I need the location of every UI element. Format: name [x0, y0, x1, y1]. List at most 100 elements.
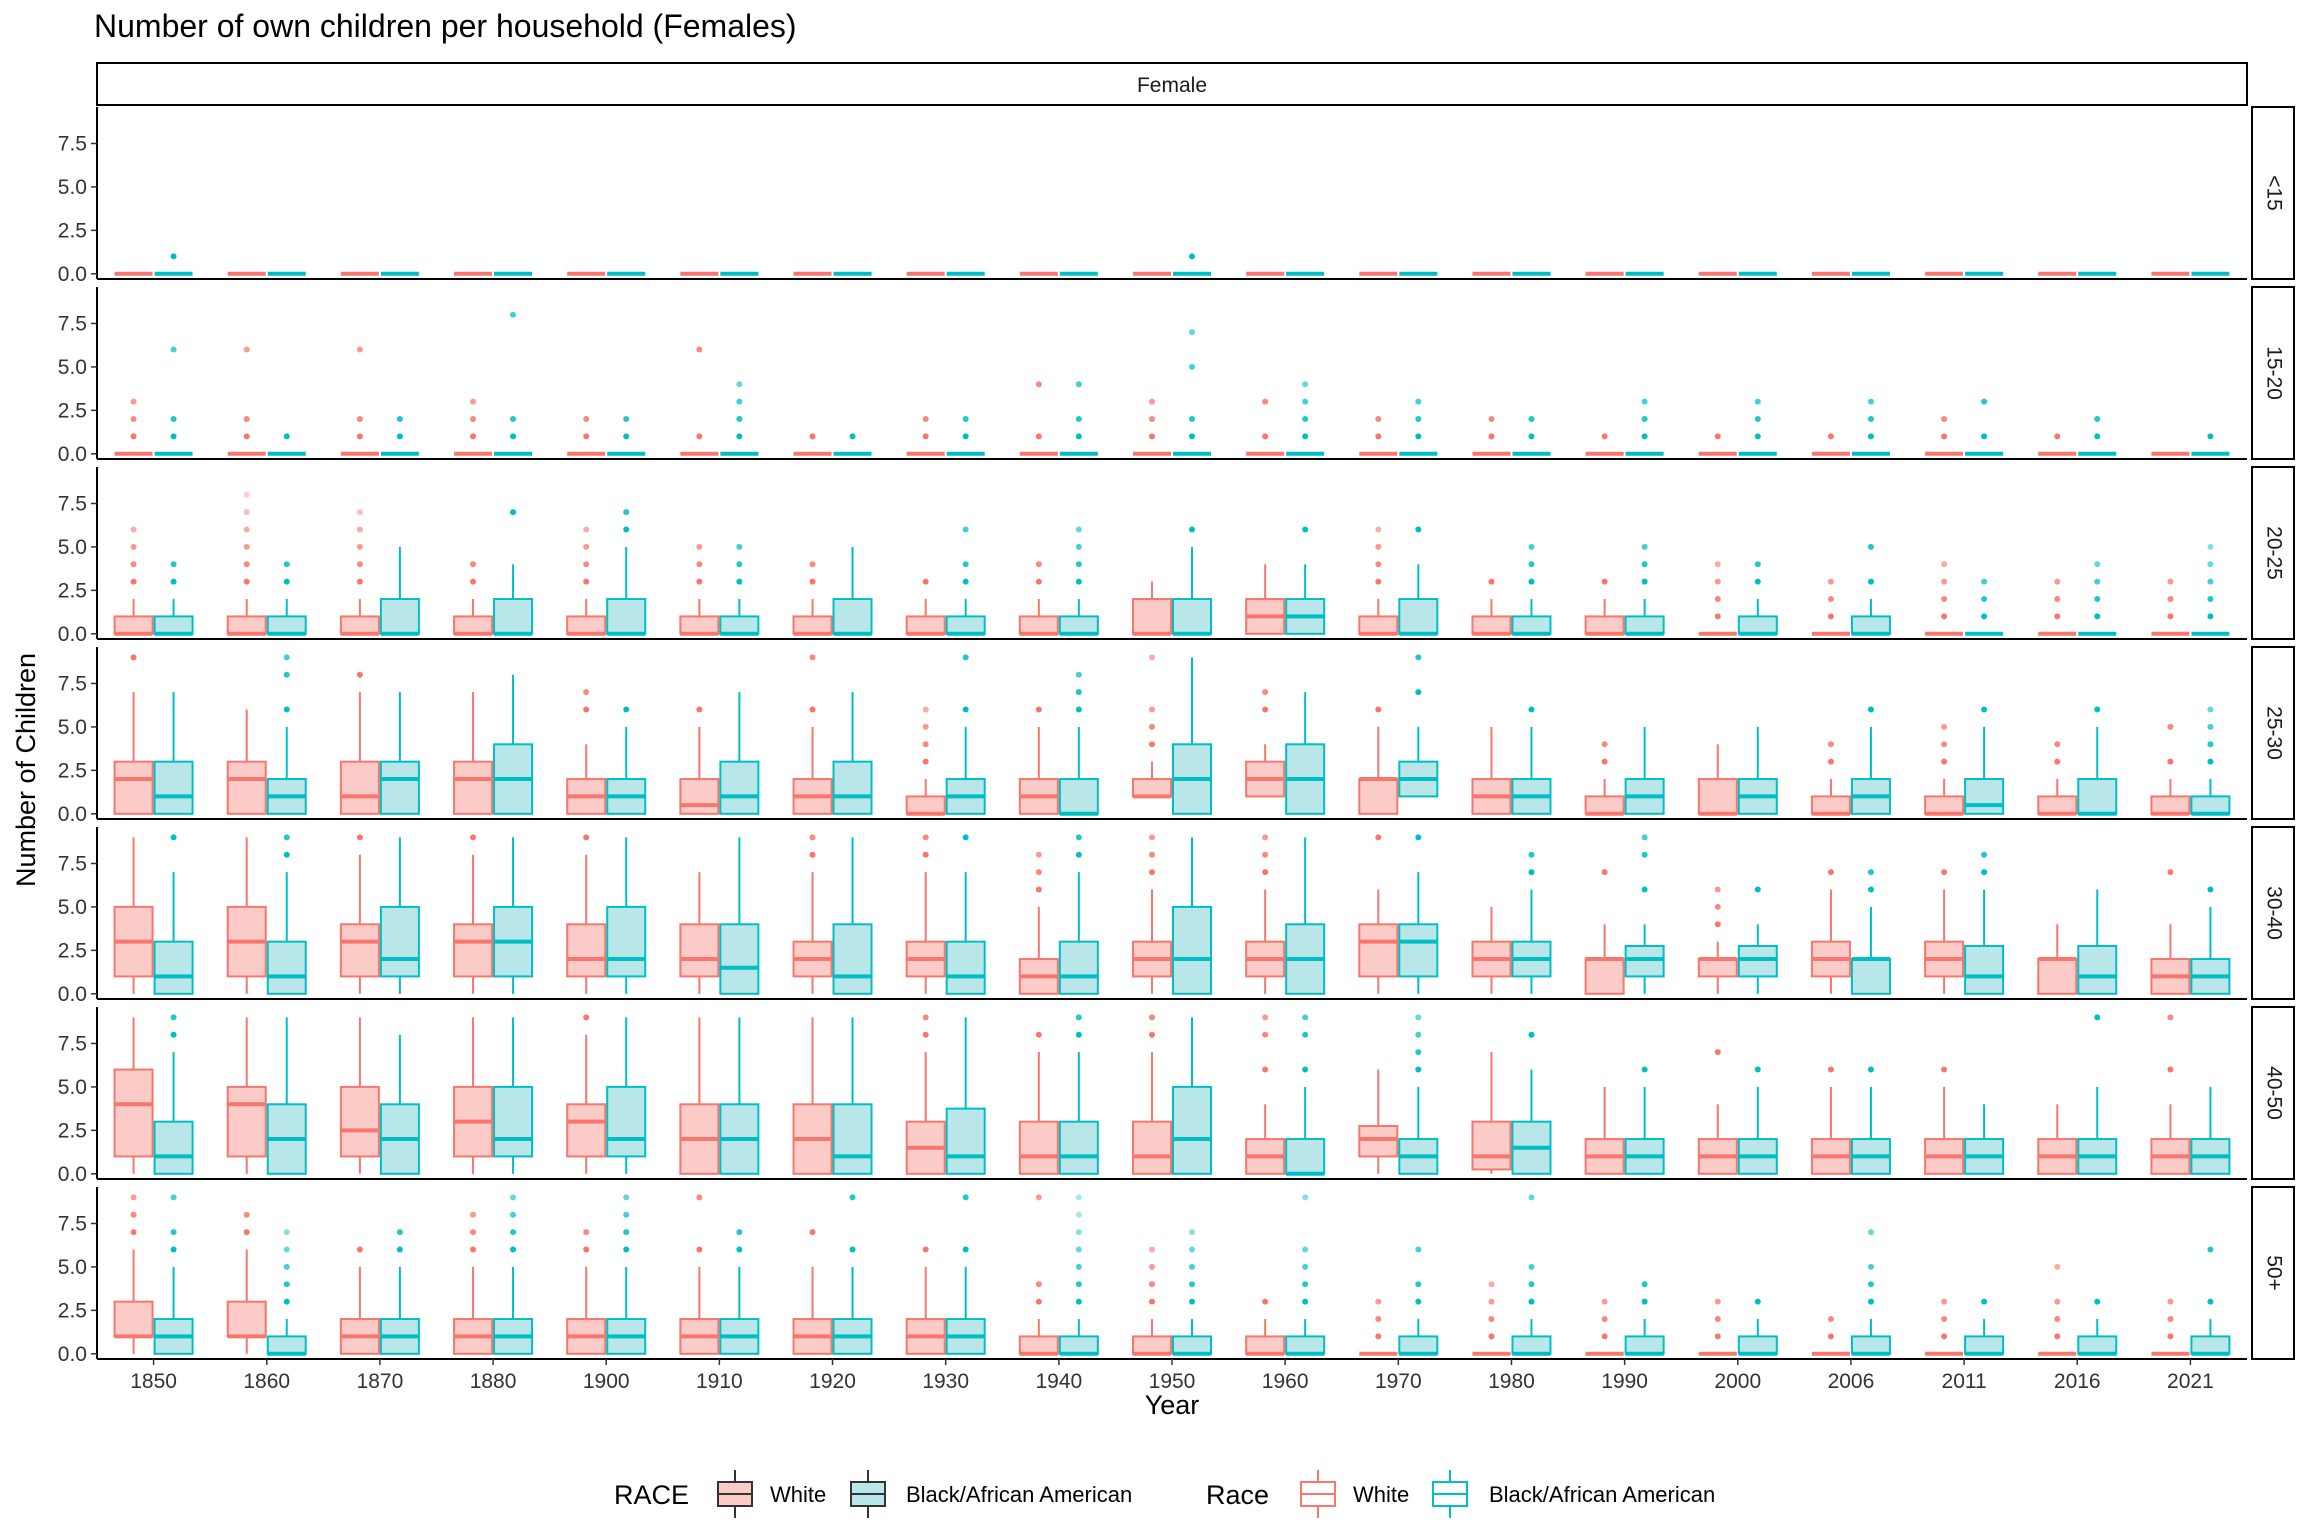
outlier-point	[1075, 1298, 1082, 1305]
outlier-point	[1262, 869, 1269, 876]
outlier-point	[1528, 1298, 1535, 1305]
outlier-point	[2167, 596, 2174, 603]
box	[719, 615, 760, 635]
outlier-point	[2207, 886, 2214, 893]
box	[2190, 795, 2231, 815]
outlier-point	[1714, 886, 1721, 893]
y-tick-label: 2.5	[58, 759, 87, 782]
outlier-point	[283, 433, 290, 440]
box-black	[1850, 1066, 1891, 1175]
outlier-point	[130, 526, 137, 533]
x-tick-label: 1860	[243, 1370, 290, 1393]
outlier-point	[1641, 433, 1648, 440]
outlier-point	[2207, 706, 2214, 713]
y-tick-label: 2.5	[58, 1299, 87, 1322]
y-tick-label: 0.0	[58, 1343, 87, 1366]
box	[2150, 795, 2191, 815]
outlier-point	[583, 689, 590, 696]
outlier-point	[1075, 1211, 1082, 1218]
outlier-point	[1415, 1014, 1422, 1021]
x-tick-label: 1850	[130, 1370, 177, 1393]
outlier-point	[1375, 526, 1382, 533]
outlier-point	[470, 1246, 477, 1253]
box-white	[1245, 1014, 1286, 1175]
box	[113, 1068, 154, 1158]
outlier-point	[1075, 433, 1082, 440]
box-black	[1624, 543, 1665, 636]
outlier-point	[1528, 1281, 1535, 1288]
box-white	[679, 1017, 720, 1175]
box	[606, 598, 647, 635]
outlier-point	[1075, 543, 1082, 550]
outlier-point	[922, 758, 929, 765]
box-black	[1964, 851, 2005, 995]
box-white	[1810, 741, 1851, 816]
outlier-point	[283, 834, 290, 841]
box-black	[720, 381, 759, 456]
outlier-point	[283, 1246, 290, 1253]
box	[1697, 778, 1738, 815]
outlier-point	[130, 578, 137, 585]
box	[2077, 778, 2118, 815]
box-black	[2191, 543, 2230, 636]
box	[945, 940, 986, 995]
box-white	[1471, 906, 1512, 994]
box	[1172, 1085, 1212, 1175]
box	[832, 923, 873, 995]
box-white	[566, 526, 607, 636]
y-tick-label: 2.5	[58, 219, 87, 242]
outlier-point	[1075, 706, 1082, 713]
outlier-point	[962, 416, 969, 423]
outlier-point	[1262, 433, 1269, 440]
box	[1358, 778, 1399, 815]
panel-5: 0.0 2.5 5.0 7.5 40-50	[58, 1006, 2295, 1186]
box-white	[1924, 723, 1965, 816]
outlier-point	[1415, 1031, 1422, 1038]
box-white	[1471, 1052, 1512, 1174]
box-black	[1398, 654, 1439, 798]
outlier-point	[1149, 433, 1155, 440]
outlier-point	[922, 578, 929, 585]
box-white	[1585, 433, 1624, 456]
box-white	[2038, 1263, 2077, 1356]
outlier-point	[1754, 1298, 1761, 1305]
box-black	[1737, 561, 1778, 636]
outlier-point	[130, 561, 137, 568]
outlier-point	[2207, 596, 2214, 603]
box-black	[266, 1017, 307, 1175]
box-white	[567, 416, 606, 456]
outlier-point	[1714, 578, 1721, 585]
facet-row-label: 30-40	[2262, 886, 2285, 940]
outlier-point	[510, 311, 517, 318]
box-white	[1924, 869, 1965, 994]
box-white	[792, 1229, 833, 1355]
outlier-point	[962, 1194, 969, 1201]
box	[339, 923, 380, 978]
outlier-point	[510, 1229, 517, 1236]
outlier-point	[1189, 1246, 1195, 1253]
box-white	[1810, 869, 1851, 994]
outlier-point	[583, 561, 590, 568]
box-black	[606, 1017, 647, 1174]
outlier-point	[1035, 869, 1042, 876]
box-black	[1285, 1194, 1326, 1356]
box-black	[1285, 837, 1326, 995]
box-black	[606, 706, 647, 815]
outlier-point	[470, 578, 477, 585]
outlier-point	[1375, 578, 1382, 585]
box-black	[493, 1017, 534, 1174]
outlier-point	[1302, 1194, 1309, 1201]
box-black	[267, 433, 306, 456]
box	[226, 615, 267, 635]
outlier-point	[1262, 1031, 1269, 1038]
outlier-point	[283, 1298, 290, 1305]
outlier-point	[283, 578, 290, 585]
box-white	[1245, 1298, 1286, 1356]
outlier-point	[170, 1194, 177, 1201]
box	[1358, 1125, 1399, 1158]
outlier-point	[1035, 433, 1042, 440]
outlier-point	[1189, 1229, 1195, 1236]
outlier-point	[356, 543, 363, 550]
outlier-point	[1867, 869, 1874, 876]
box-white	[2150, 723, 2191, 816]
